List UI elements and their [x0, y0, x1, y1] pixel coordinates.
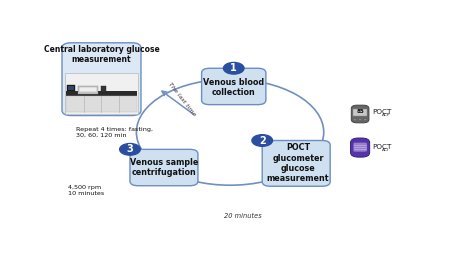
Text: 20 minutes: 20 minutes	[224, 213, 262, 220]
Text: Repeat 4 times: fasting,
30, 60, 120 min: Repeat 4 times: fasting, 30, 60, 120 min	[76, 127, 153, 138]
FancyBboxPatch shape	[62, 43, 141, 116]
FancyBboxPatch shape	[130, 149, 198, 186]
Text: POCT: POCT	[372, 109, 392, 115]
FancyBboxPatch shape	[351, 105, 369, 123]
Text: Central laboratory glucose
measurement: Central laboratory glucose measurement	[44, 45, 159, 64]
Bar	[78, 86, 98, 93]
Bar	[66, 91, 137, 96]
FancyBboxPatch shape	[351, 138, 370, 157]
Bar	[79, 87, 97, 92]
Text: 4,500 rpm
10 minutes: 4,500 rpm 10 minutes	[68, 185, 105, 196]
Circle shape	[223, 62, 244, 74]
Text: 2: 2	[259, 136, 265, 146]
Circle shape	[252, 135, 273, 146]
FancyBboxPatch shape	[262, 140, 330, 186]
Text: The last time: The last time	[168, 81, 197, 117]
Bar	[66, 96, 137, 112]
Text: 3: 3	[127, 144, 133, 154]
FancyBboxPatch shape	[353, 142, 367, 152]
Circle shape	[358, 119, 362, 121]
Circle shape	[353, 119, 357, 121]
Text: Venous sample
centrifugation: Venous sample centrifugation	[130, 158, 198, 177]
Text: Venous blood
collection: Venous blood collection	[203, 78, 264, 97]
Text: 1: 1	[230, 63, 237, 73]
Text: 85: 85	[356, 109, 364, 114]
Bar	[101, 86, 107, 92]
Bar	[67, 85, 75, 91]
Text: ACP: ACP	[382, 113, 391, 117]
Bar	[65, 73, 138, 114]
Circle shape	[364, 119, 367, 121]
FancyBboxPatch shape	[201, 68, 266, 105]
Bar	[67, 86, 74, 90]
Text: POCT: POCT	[372, 144, 392, 150]
Text: ACI: ACI	[382, 148, 389, 152]
Bar	[354, 109, 367, 116]
Circle shape	[119, 144, 140, 155]
Text: POCT
glucometer
glucose
measurement: POCT glucometer glucose measurement	[267, 143, 329, 184]
